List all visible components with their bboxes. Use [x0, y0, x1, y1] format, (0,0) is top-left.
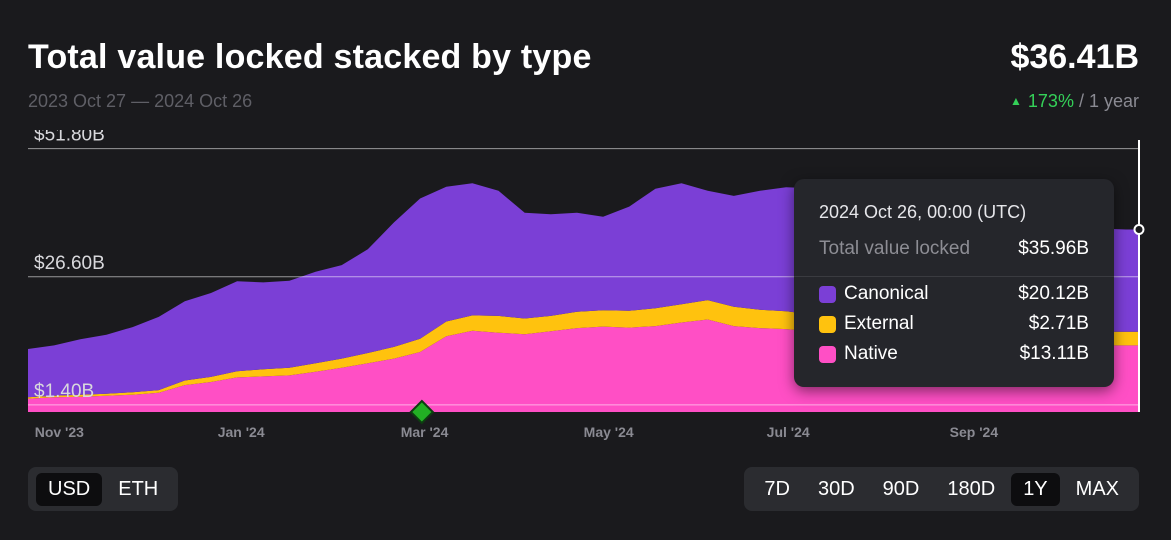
range-90d-button[interactable]: 90D	[882, 477, 920, 500]
event-marker-icon[interactable]	[409, 399, 435, 425]
native-swatch	[819, 345, 836, 363]
x-tick-label: Jul '24	[767, 424, 810, 440]
tooltip-row-canonical: Canonical $20.12B	[819, 283, 1089, 305]
total-value: $36.41B	[1010, 38, 1139, 76]
x-tick-label: Sep '24	[950, 424, 999, 440]
tooltip-series-value: $2.71B	[1028, 313, 1089, 334]
date-range: 2023 Oct 27 — 2024 Oct 26	[28, 91, 253, 111]
currency-eth-button[interactable]: ETH	[118, 477, 159, 500]
change-indicator: ▲ 173% / 1 year	[1010, 91, 1139, 112]
tooltip-total-label: Total value locked	[819, 238, 971, 259]
y-tick-label: $51.80B	[34, 130, 105, 146]
hover-tooltip: 2024 Oct 26, 00:00 (UTC) Total value loc…	[794, 179, 1114, 387]
tooltip-date: 2024 Oct 26, 00:00 (UTC)	[819, 202, 1027, 222]
range-7d-button[interactable]: 7D	[764, 477, 790, 500]
y-tick-label: $26.60B	[34, 253, 105, 274]
x-tick-label: Mar '24	[401, 424, 449, 440]
currency-usd-button[interactable]: USD	[36, 472, 103, 506]
change-percent: 173%	[1027, 91, 1074, 111]
external-swatch	[819, 315, 836, 333]
tooltip-divider	[794, 276, 1114, 277]
x-tick-label: Jan '24	[218, 424, 265, 440]
tooltip-series-name: Canonical	[844, 283, 929, 304]
x-tick-label: Nov '23	[35, 424, 84, 440]
cursor-point	[1133, 223, 1145, 235]
change-period: / 1 year	[1078, 91, 1139, 111]
tooltip-series-value: $20.12B	[1018, 283, 1089, 304]
canonical-swatch	[819, 285, 836, 303]
tooltip-series-name: Native	[844, 343, 898, 364]
currency-toggle: USD ETH	[28, 467, 179, 511]
tooltip-row-native: Native $13.11B	[819, 343, 1089, 365]
tooltip-series-value: $13.11B	[1019, 343, 1089, 364]
range-180d-button[interactable]: 180D	[947, 477, 996, 500]
range-30d-button[interactable]: 30D	[817, 477, 855, 500]
tooltip-row-external: External $2.71B	[819, 313, 1089, 335]
chart-title: Total value locked stacked by type	[28, 38, 592, 76]
y-tick-label: $1.40B	[34, 381, 94, 402]
range-max-button[interactable]: MAX	[1075, 477, 1119, 500]
range-1y-button[interactable]: 1Y	[1011, 472, 1060, 506]
tooltip-total-value: $35.96B	[1018, 238, 1089, 259]
x-tick-label: May '24	[584, 424, 634, 440]
range-selector: 7D 30D 90D 180D 1Y MAX	[744, 467, 1139, 511]
tooltip-series-name: External	[844, 313, 914, 334]
up-arrow-icon: ▲	[1010, 94, 1022, 108]
tooltip-total-row: Total value locked $35.96B	[819, 238, 1089, 260]
